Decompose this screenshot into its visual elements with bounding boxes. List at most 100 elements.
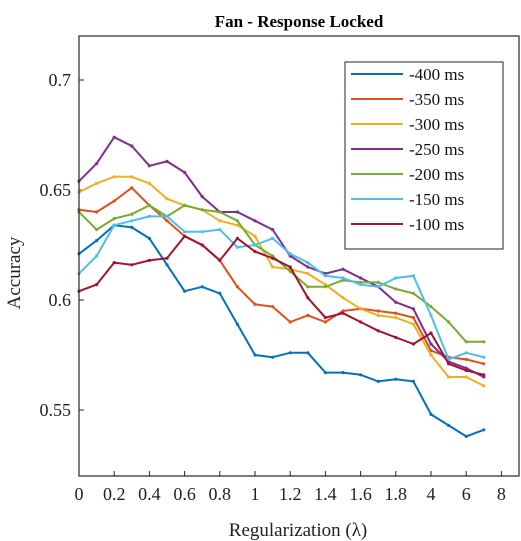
y-tick-label: 0.6 <box>49 290 72 310</box>
data-point <box>323 283 327 287</box>
data-point <box>288 265 292 269</box>
data-point <box>165 219 169 223</box>
legend-item: -150 ms <box>351 190 464 209</box>
x-tick-label: 1.8 <box>385 484 408 504</box>
data-point <box>482 384 486 388</box>
data-point <box>130 186 134 190</box>
data-point <box>200 285 204 289</box>
x-tick-label: 6 <box>462 484 471 504</box>
x-tick-label: 1.4 <box>314 484 337 504</box>
data-point <box>359 320 363 324</box>
data-point <box>411 379 415 383</box>
series-line <box>78 235 485 376</box>
series-line <box>78 215 485 361</box>
legend-item: -250 ms <box>351 140 464 159</box>
data-point <box>394 316 398 320</box>
series <box>77 175 486 388</box>
data-point <box>482 355 486 359</box>
data-point <box>165 197 169 201</box>
data-point <box>200 208 204 212</box>
data-point <box>288 320 292 324</box>
data-point <box>147 203 151 207</box>
data-point <box>464 434 468 438</box>
data-point <box>130 212 134 216</box>
legend: -400 ms -350 ms -300 ms -250 ms -200 ms -150 … <box>351 65 464 234</box>
data-point <box>394 335 398 339</box>
y-tick-label: 0.7 <box>49 70 72 90</box>
legend-label: -100 ms <box>409 215 464 234</box>
data-point <box>130 175 134 179</box>
legend-item: -100 ms <box>351 215 464 234</box>
data-point <box>482 373 486 377</box>
data-point <box>95 283 99 287</box>
data-point <box>95 254 99 258</box>
x-tick-label: 0.8 <box>209 484 232 504</box>
data-point <box>359 373 363 377</box>
data-point <box>147 258 151 262</box>
data-point <box>306 265 310 269</box>
series-line <box>78 136 485 378</box>
data-point <box>253 219 257 223</box>
data-point <box>447 423 451 427</box>
data-point <box>200 195 204 199</box>
data-point <box>341 309 345 313</box>
x-axis-label: Regularization (λ) <box>229 520 367 541</box>
data-point <box>200 243 204 247</box>
data-point <box>253 243 257 247</box>
data-point <box>447 320 451 324</box>
data-point <box>394 287 398 291</box>
data-point <box>271 265 275 269</box>
data-point <box>464 366 468 370</box>
legend-label: -350 ms <box>409 90 464 109</box>
data-point <box>306 272 310 276</box>
data-point <box>165 214 169 218</box>
data-point <box>429 349 433 353</box>
data-point <box>306 296 310 300</box>
data-point <box>323 274 327 278</box>
data-point <box>95 210 99 214</box>
data-point <box>95 162 99 166</box>
data-point <box>376 329 380 333</box>
data-point <box>165 159 169 163</box>
data-point <box>482 340 486 344</box>
data-point <box>130 225 134 229</box>
data-point <box>235 285 239 289</box>
data-point <box>218 219 222 223</box>
data-point <box>429 313 433 317</box>
data-point <box>464 357 468 361</box>
data-point <box>376 285 380 289</box>
data-point <box>147 236 151 240</box>
data-point <box>411 291 415 295</box>
x-tick-label: 0.6 <box>173 484 196 504</box>
data-point <box>130 219 134 223</box>
legend-box <box>344 61 504 250</box>
data-point <box>183 170 187 174</box>
legend-item: -400 ms <box>351 65 464 84</box>
data-point <box>323 316 327 320</box>
data-point <box>183 230 187 234</box>
data-point <box>394 311 398 315</box>
series <box>77 234 486 377</box>
data-point <box>464 351 468 355</box>
data-point <box>429 412 433 416</box>
data-point <box>271 254 275 258</box>
series <box>77 214 486 361</box>
series-line <box>78 175 485 387</box>
data-point <box>95 239 99 243</box>
data-point <box>147 181 151 185</box>
y-axis-label: Accuracy <box>4 236 25 309</box>
data-point <box>147 164 151 168</box>
data-point <box>271 305 275 309</box>
data-point <box>253 353 257 357</box>
legend-label: -250 ms <box>409 140 464 159</box>
data-point <box>411 307 415 311</box>
data-point <box>306 313 310 317</box>
data-point <box>271 236 275 240</box>
legend-item: -350 ms <box>351 90 464 109</box>
legend-label: -150 ms <box>409 190 464 209</box>
data-point <box>376 313 380 317</box>
y-tick-label: 0.65 <box>40 180 72 200</box>
axis-ticks: 0.55 0.6 0.65 0.7 0 0.2 0.4 0.6 0.8 1 1.2 1.4 1.6 1.8… <box>40 70 506 504</box>
data-point <box>253 234 257 238</box>
data-point <box>130 144 134 148</box>
